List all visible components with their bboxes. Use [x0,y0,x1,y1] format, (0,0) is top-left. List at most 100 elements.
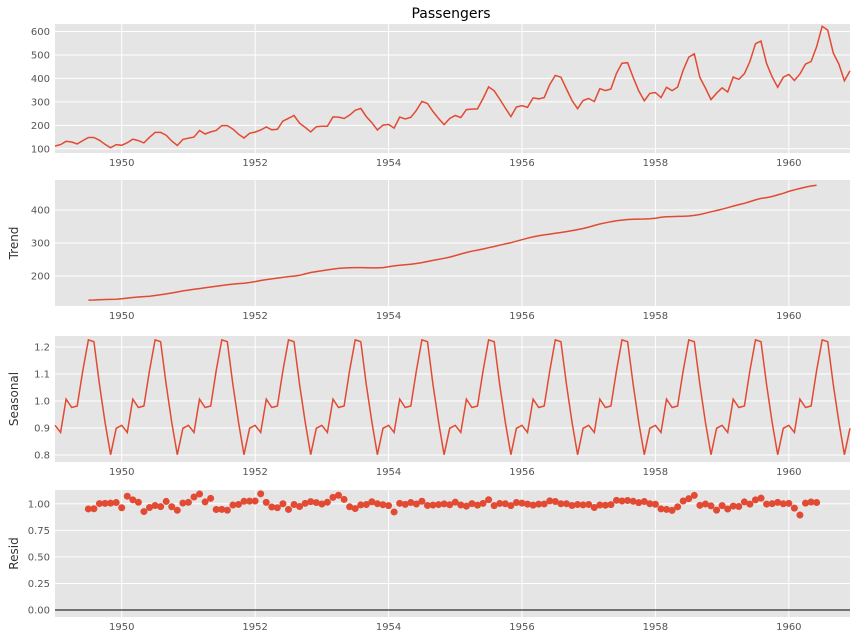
resid-point [207,494,215,502]
resid-point [707,502,715,510]
resid-point [624,496,632,504]
resid-point [590,504,598,512]
resid-point [724,505,732,513]
observed-line [54,25,851,149]
y-axis-label: Seasonal [7,372,21,426]
resid-point [401,500,409,508]
resid-point [485,496,493,504]
resid-point [490,502,498,510]
x-tick-label: 1954 [376,622,401,633]
y-tick-label: 1.0 [34,397,50,408]
resid-point [184,498,192,506]
resid-point [763,500,771,508]
resid-point [390,508,398,516]
y-tick-label: 300 [31,97,50,108]
resid-point [196,490,204,498]
x-tick-label: 1958 [643,158,668,169]
resid-point [813,499,821,507]
resid-point [307,498,315,506]
resid-point [479,499,487,507]
resid-point [168,503,176,511]
x-tick-label: 1952 [242,311,267,322]
x-tick-label: 1960 [776,158,801,169]
resid-point [524,500,532,508]
x-tick-label: 1956 [509,467,534,478]
resid-point [674,503,682,511]
y-axis-label: Trend [7,227,21,261]
resid-point [685,495,693,503]
resid-point [663,505,671,513]
resid-point [757,494,765,502]
resid-point [162,497,170,505]
resid-point [312,499,320,507]
resid-point [229,501,237,509]
resid-point [746,500,754,508]
resid-point [318,500,326,508]
y-tick-label: 300 [31,239,50,250]
resid-point [646,500,654,508]
resid-point [279,500,287,508]
resid-point [701,500,709,508]
resid-point [635,499,643,507]
resid-point [412,500,420,508]
resid-point [301,499,309,507]
resid-point [118,504,126,512]
resid-point [257,490,265,498]
resid-point [807,498,815,506]
resid-point [557,500,565,508]
resid-point [146,504,154,512]
resid-point [690,491,698,499]
resid-point [112,499,120,507]
panel-resid: 1950 1952 1954 1956 1958 1960 0.00 0.25 0.50 0.75… [7,490,850,633]
resid-point [346,503,354,511]
resid-point [246,497,254,505]
resid-point [129,496,137,504]
resid-point [340,495,348,503]
resid-point [362,501,370,509]
resid-point [107,499,115,507]
resid-point [779,500,787,508]
resid-point [468,500,476,508]
resid-point [407,499,415,507]
resid-point [379,501,387,509]
resid-point [140,508,148,516]
x-tick-label: 1950 [109,467,134,478]
resid-point [451,498,459,506]
resid-point [551,497,559,505]
y-tick-label: 0.8 [34,450,50,461]
x-tick-label: 1950 [109,158,134,169]
resid-point [729,502,737,510]
resid-point [774,498,782,506]
y-tick-label: 1.2 [34,343,50,354]
resid-point [796,511,804,519]
resid-point [95,500,103,508]
x-tick-label: 1960 [776,622,801,633]
resid-point [134,498,142,506]
resid-point [435,501,443,509]
y-tick-label: 1.00 [28,499,50,510]
x-tick-label: 1956 [509,622,534,633]
resid-point [273,504,281,512]
resid-point [201,498,209,506]
resid-point [540,500,548,508]
resid-point [290,501,298,509]
resid-point [607,501,615,509]
plot-background [55,24,850,153]
resid-point [190,493,198,501]
resid-point [768,500,776,508]
y-tick-label: 200 [31,121,50,132]
y-tick-label: 500 [31,50,50,61]
x-tick-label: 1954 [376,158,401,169]
x-tick-label: 1958 [643,311,668,322]
x-tick-label: 1956 [509,311,534,322]
y-tick-label: 0.75 [28,526,50,537]
resid-point [446,501,454,509]
resid-point [574,501,582,509]
resid-point [618,497,626,505]
x-tick-label: 1960 [776,311,801,322]
chart-title: Passengers [411,6,490,22]
resid-point [585,500,593,508]
resid-point [179,499,187,507]
resid-point [657,505,665,513]
